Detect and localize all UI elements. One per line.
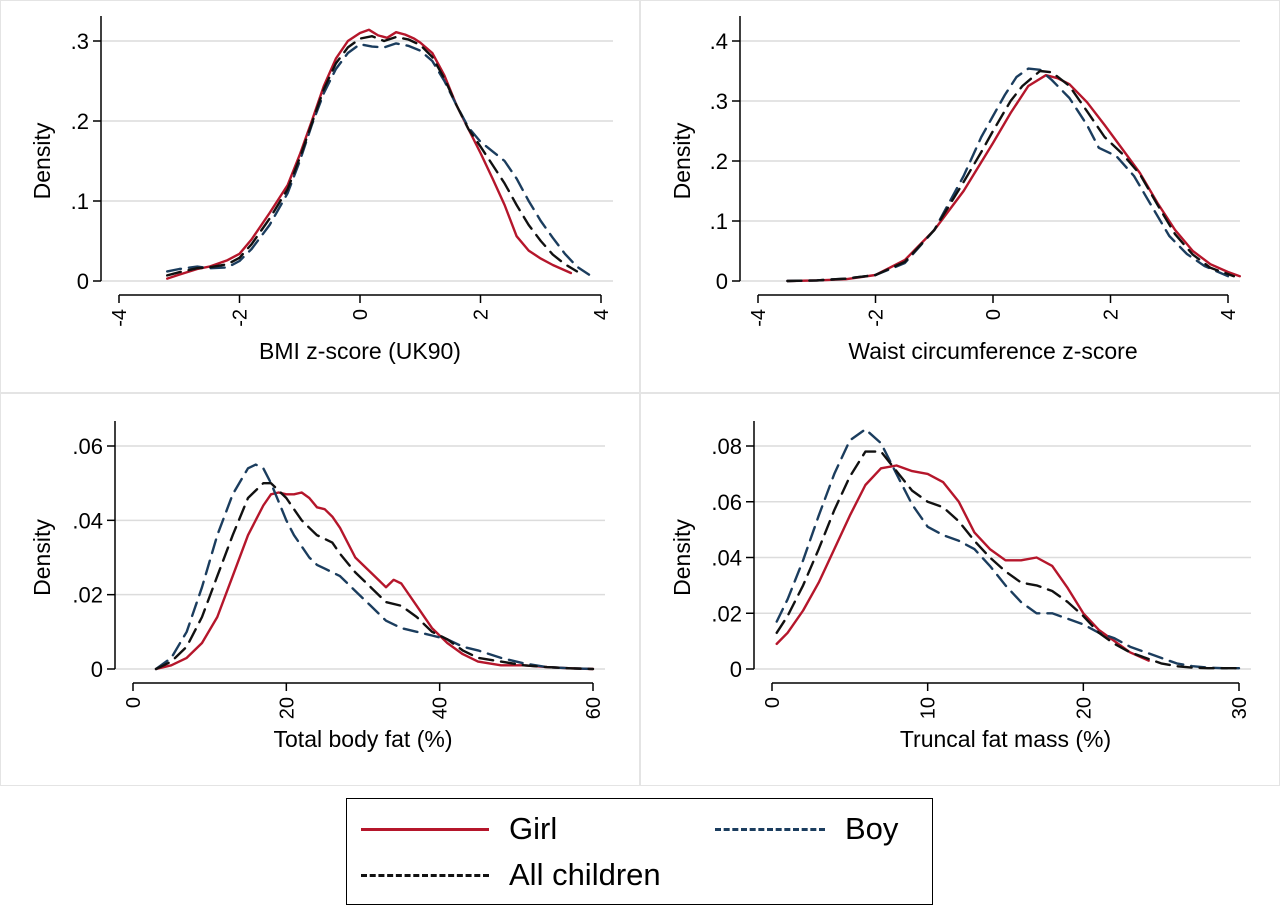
series-line-all [154,482,595,671]
panel-frame [0,0,640,393]
x-tick-label: 4 [1218,309,1240,320]
y-axis-title: Density [29,122,55,199]
legend-label-boy: Boy [845,811,899,846]
legend-line-all [361,873,489,877]
y-axis-title: Density [669,122,695,199]
x-tick-label: 2 [471,309,493,320]
x-tick-label: 60 [583,697,605,719]
legend-line-girl [361,827,489,831]
series-line-all [165,35,579,277]
legend: Girl Boy All children [346,798,933,905]
y-tick-label: .3 [71,29,89,54]
series-line-girl [154,491,595,671]
legend-item-all: All children [361,857,661,893]
series-line-all [775,450,1241,670]
x-axis-title: Waist circumference z-score [848,338,1137,364]
y-tick-label: 0 [730,657,742,682]
y-tick-label: .1 [71,189,89,214]
y-tick-label: .04 [72,508,103,533]
panel-frame [640,393,1280,786]
x-tick-label: -2 [866,309,888,327]
x-tick-label: 20 [276,697,298,719]
x-tick-label: 0 [350,309,372,320]
y-tick-label: .02 [72,583,103,608]
series-line-boy [775,428,1241,670]
y-tick-label: .02 [711,601,742,626]
legend-line-boy [715,827,825,831]
chart-panel-4: 0 .02 .04 .06 .08 0 10 20 30 Truncal fat mass (%)… [640,393,1280,786]
x-tick-label: 4 [591,309,613,320]
y-axis-title: Density [29,519,55,596]
y-tick-label: .3 [710,89,728,114]
x-tick-label: 2 [1101,309,1123,320]
series-line-boy [165,42,591,276]
y-tick-label: .04 [711,546,742,571]
y-tick-label: 0 [77,269,89,294]
chart-panel-3: 0 .02 .04 .06 0 20 40 60 Total body fat (%) Densi… [0,393,640,786]
panel-frame [0,393,640,786]
legend-label-all: All children [509,857,661,892]
x-tick-label: 30 [1229,697,1251,719]
series-line-girl [165,28,573,280]
series-line-boy [154,463,595,671]
x-tick-label: 10 [918,697,940,719]
x-axis-title: Total body fat (%) [274,726,453,752]
series-line-all [786,69,1236,283]
y-tick-label: .1 [710,209,728,234]
x-axis-title: BMI z-score (UK90) [259,338,461,364]
x-tick-label: -4 [748,309,770,327]
y-tick-label: .06 [711,490,742,515]
y-tick-label: .06 [72,434,103,459]
y-axis-title: Density [669,519,695,596]
y-tick-label: .2 [71,109,89,134]
x-tick-label: 40 [430,697,452,719]
legend-label-girl: Girl [509,811,558,846]
x-tick-label: 0 [123,697,145,708]
legend-item-girl: Girl [361,811,557,847]
x-tick-label: 0 [983,309,1005,320]
chart-panel-2: 0 .1 .2 .3 .4 -4 -2 0 2 4 Waist circumference z-sc… [640,0,1280,393]
x-tick-label: -4 [109,309,131,327]
y-tick-label: 0 [716,269,728,294]
y-tick-label: .08 [711,434,742,459]
legend-item-boy: Boy [715,811,898,847]
series-line-girl [775,464,1150,662]
y-tick-label: 0 [91,657,103,682]
x-axis-title: Truncal fat mass (%) [900,726,1111,752]
chart-panel-1: 0 .1 .2 .3 -4 -2 0 2 4 BMI z-score (UK90) Density [0,0,640,393]
y-tick-label: .2 [710,149,728,174]
x-tick-label: 20 [1073,697,1095,719]
x-tick-label: 0 [762,697,784,708]
x-tick-label: -2 [230,309,252,327]
y-tick-label: .4 [710,29,728,54]
